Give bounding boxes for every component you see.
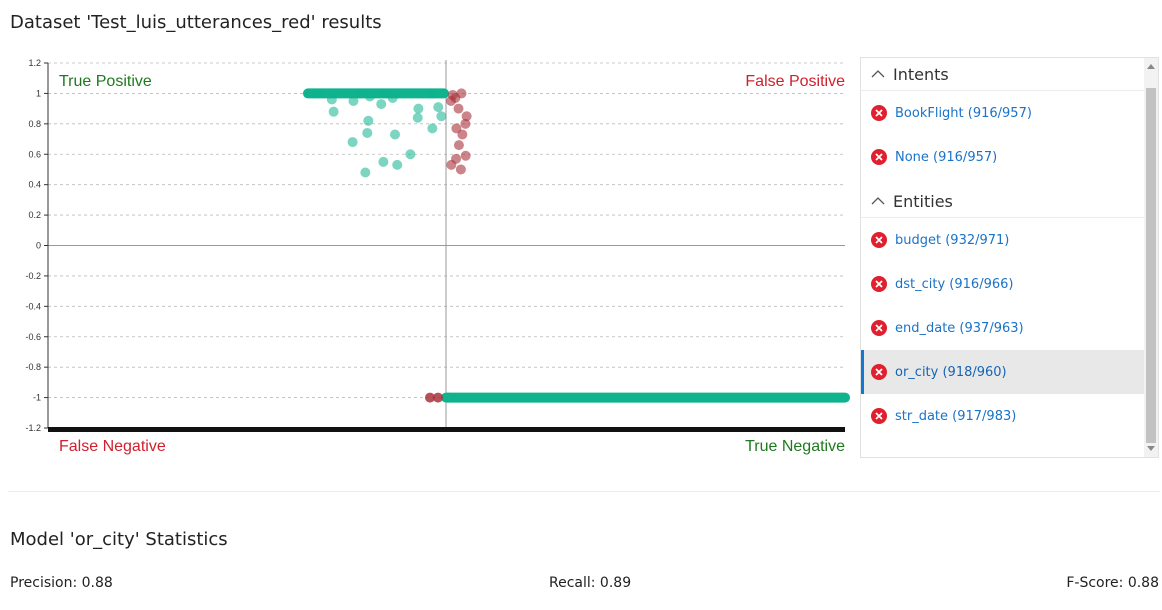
false-positive-point [460,118,471,129]
true-positive-point [326,94,337,105]
section-divider [8,491,1160,492]
list-item-label: or_city (918/960) [895,364,1007,380]
entities-header-label: Entities [893,191,953,211]
true-positive-point [364,91,375,102]
list-item-label: end_date (937/963) [895,320,1024,336]
false-negative-point [433,392,443,403]
group-entities: Entities budget (932/971) dst_city (916/… [861,185,1158,438]
entities-group-header[interactable]: Entities [861,185,1158,218]
intents-group-header[interactable]: Intents [861,58,1158,91]
x-axis-bar [48,427,845,432]
error-icon [871,105,887,121]
list-item-none[interactable]: None (916/957) [861,135,1158,179]
true-positive-point [354,88,365,99]
true-positive-point [387,92,398,103]
y-tick-label: -0.2 [25,271,41,281]
true-negative-point [443,392,453,403]
chevron-up-icon [871,70,885,78]
true-positive-point [436,111,447,122]
list-item-or-city[interactable]: or_city (918/960) [861,350,1158,394]
y-tick-label: -1.2 [25,423,41,433]
error-icon [871,320,887,336]
y-tick-label: 0.6 [28,149,41,159]
true-positive-point [348,96,359,107]
false-positive-point [446,96,457,107]
false-positive-point [455,164,466,175]
stats-title: Model 'or_city' Statistics [10,529,228,550]
list-item-dst-city[interactable]: dst_city (916/966) [861,262,1158,306]
y-axis-ticks: 1.2 1 0.8 0.6 0.4 0.2 0 -0.2 -0.4 -0.6 -0.8 -1 -1.2 [25,58,48,433]
true-positive-point [312,88,323,99]
list-item-bookflight[interactable]: BookFlight (916/957) [861,91,1158,135]
y-tick-label: -0.6 [25,332,41,342]
intents-header-label: Intents [893,64,949,84]
list-item-budget[interactable]: budget (932/971) [861,218,1158,262]
label-false-negative: False Negative [59,438,166,455]
false-positive-point [457,129,468,140]
label-false-positive: False Positive [745,73,845,90]
list-item-label: budget (932/971) [895,232,1010,248]
true-positive-point [413,103,424,114]
false-positive-point [461,111,472,122]
list-item-label: str_date (917/983) [895,408,1017,424]
scroll-down-arrow-icon[interactable] [1147,446,1155,451]
true-positive-point [363,115,374,126]
false-positive-point [453,103,464,114]
list-item-end-date[interactable]: end_date (937/963) [861,306,1158,350]
list-item-label: BookFlight (916/957) [895,105,1032,121]
y-tick-label: 0.4 [28,180,41,190]
precision-value: Precision: 0.88 [10,575,113,591]
true-positive-point [390,129,401,140]
label-true-negative: True Negative [745,438,845,455]
fscore-value: F-Score: 0.88 [1066,575,1159,591]
results-scatter-chart: 1.210.80.60.40.20-0.2-0.4-0.6-0.8-1-1.2 … [25,58,850,455]
panel-scrollbar[interactable] [1144,58,1158,457]
true-positive-point [360,167,371,178]
false-positive-point [453,140,464,151]
y-tick-label: -0.4 [25,301,41,311]
error-icon [871,276,887,292]
scroll-up-arrow-icon[interactable] [1147,64,1155,69]
true-positive-point [426,88,437,99]
false-positive-point [460,150,471,161]
chevron-up-icon [871,197,885,205]
error-icon [871,232,887,248]
models-list-panel: Intents BookFlight (916/957) None (916/9… [860,57,1159,458]
true-positive-point [362,127,373,138]
true-positive-point [427,123,438,134]
true-positive-point [376,99,387,110]
y-tick-label: 1 [36,88,41,98]
scrollbar-thumb[interactable] [1146,88,1156,443]
true-positive-point [405,149,416,160]
error-icon [871,364,887,380]
y-tick-label: -1 [33,393,41,403]
list-item-label: None (916/957) [895,149,998,165]
y-tick-label: 0.8 [28,119,41,129]
y-tick-label: 1.2 [28,58,41,68]
list-item-label: dst_city (916/966) [895,276,1014,292]
true-positive-point [328,106,339,117]
false-positive-point [446,159,457,170]
error-icon [871,408,887,424]
true-positive-point [378,88,389,99]
true-positive-point [378,156,389,167]
page-title: Dataset 'Test_luis_utterances_red' resul… [10,12,382,33]
y-tick-label: 0 [36,241,41,251]
scatter-points [303,88,850,403]
true-positive-point [412,112,423,123]
y-tick-label: 0.2 [28,210,41,220]
error-icon [871,149,887,165]
recall-value: Recall: 0.89 [549,575,632,591]
true-positive-point [392,159,403,170]
list-item-str-date[interactable]: str_date (917/983) [861,394,1158,438]
false-negative-point [425,392,435,403]
true-positive-point [347,137,358,148]
group-intents: Intents BookFlight (916/957) None (916/9… [861,58,1158,179]
true-positive-point [433,102,444,113]
y-tick-label: -0.8 [25,362,41,372]
label-true-positive: True Positive [59,73,152,90]
